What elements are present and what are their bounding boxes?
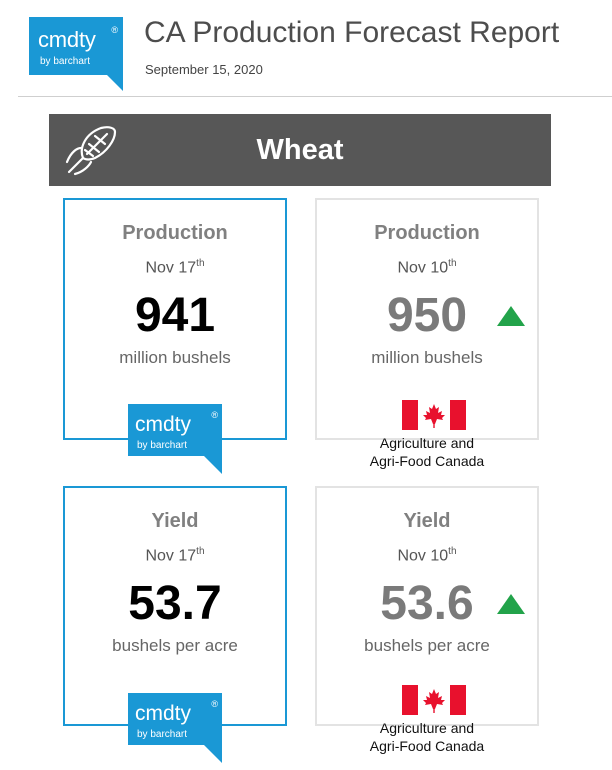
card-date: Nov 10th <box>397 258 457 277</box>
card-unit: bushels per acre <box>112 636 238 655</box>
card-unit: million bushels <box>119 348 231 367</box>
report-title: CA Production Forecast Report <box>144 16 560 49</box>
logo-wordmark: cmdty <box>135 702 192 725</box>
wheat-icon <box>65 126 117 176</box>
source-agency: Agriculture and Agri-Food Canada <box>369 435 485 469</box>
logo-byline: by barchart <box>137 440 188 451</box>
card-label: Yield <box>403 510 451 532</box>
yield-aafc-card: Yield Nov 10th 53.6 bushels per acre Agr… <box>315 486 539 754</box>
card-label: Yield <box>151 510 199 532</box>
up-arrow-icon <box>497 306 525 326</box>
card-unit: bushels per acre <box>364 636 490 655</box>
canada-flag-icon <box>402 400 466 430</box>
cmdty-logo: cmdty ® by barchart <box>29 17 123 91</box>
logo-wordmark: cmdty <box>135 413 192 436</box>
commodity-banner: Wheat <box>49 114 551 186</box>
card-label: Production <box>374 222 480 244</box>
cmdty-logo: cmdty ® by barchart <box>128 404 222 474</box>
production-aafc-card: Production Nov 10th 950 million bushels … <box>315 198 539 469</box>
header-divider <box>18 96 612 97</box>
source-agency: Agriculture and Agri-Food Canada <box>369 720 485 754</box>
card-label: Production <box>122 222 228 244</box>
card-date: Nov 17th <box>145 546 205 565</box>
cmdty-logo: cmdty ® by barchart <box>128 693 222 763</box>
card-date: Nov 17th <box>145 258 205 277</box>
report-date: September 15, 2020 <box>145 62 263 77</box>
yield-cmdty-card: Yield Nov 17th 53.7 bushels per acre cmd… <box>63 486 287 763</box>
card-unit: million bushels <box>371 348 483 367</box>
production-cmdty-card: Production Nov 17th 941 million bushels … <box>63 198 287 474</box>
card-value: 53.6 <box>380 577 474 630</box>
logo-registered-mark: ® <box>111 25 118 35</box>
logo-registered-mark: ® <box>211 410 218 420</box>
logo-registered-mark: ® <box>211 699 218 709</box>
card-date: Nov 10th <box>397 546 457 565</box>
logo-byline: by barchart <box>137 729 188 740</box>
canada-flag-icon <box>402 685 466 715</box>
card-value: 53.7 <box>128 577 222 630</box>
card-value: 941 <box>134 289 216 342</box>
card-value: 950 <box>386 289 468 342</box>
up-arrow-icon <box>497 594 525 614</box>
commodity-title: Wheat <box>256 134 344 166</box>
logo-wordmark: cmdty <box>38 27 96 52</box>
logo-byline: by barchart <box>40 56 91 67</box>
